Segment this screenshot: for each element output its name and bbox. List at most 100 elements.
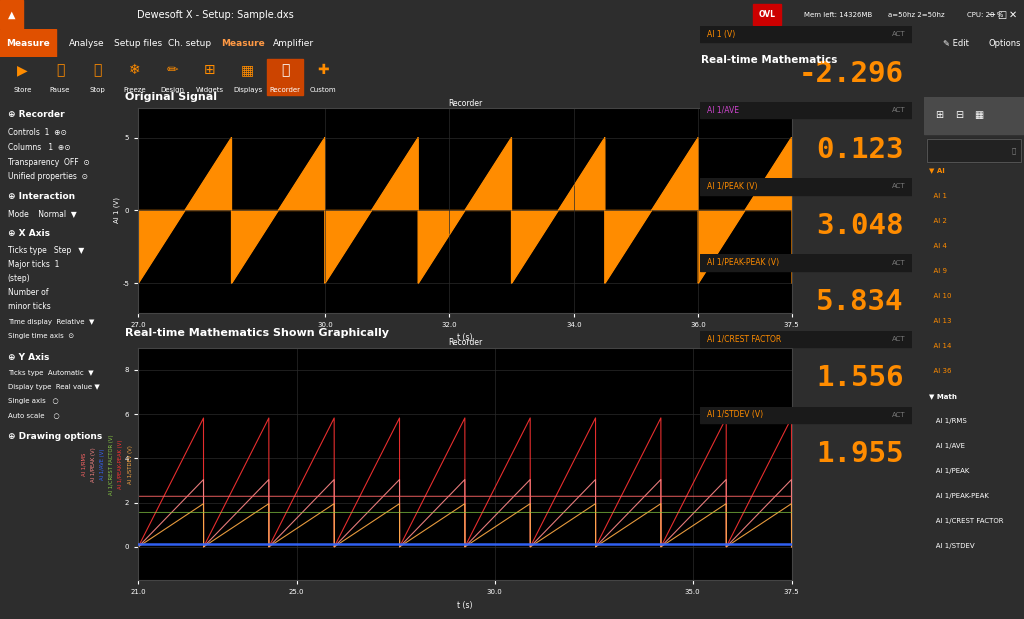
Text: Pause: Pause [50,87,71,93]
Bar [753,4,781,25]
Text: ACT: ACT [892,259,906,266]
Text: minor ticks: minor ticks [8,302,50,311]
Bar [700,26,912,42]
Text: ▲: ▲ [7,9,15,20]
Text: Custom: Custom [309,87,336,93]
Text: Dewesoft X - Setup: Sample.dxs: Dewesoft X - Setup: Sample.dxs [136,9,294,20]
Text: ⊞: ⊞ [935,110,943,121]
Text: Ch. setup: Ch. setup [168,38,211,48]
Text: ACT: ACT [892,412,906,418]
Text: AI 13: AI 13 [929,318,951,324]
Text: ACT: ACT [892,335,906,342]
Bar [700,331,912,347]
Text: 0.123: 0.123 [816,136,904,163]
Text: ✏: ✏ [167,63,178,77]
Text: 1.556: 1.556 [816,364,904,392]
Text: Stop: Stop [90,87,105,93]
Text: AI 1/AVE (V): AI 1/AVE (V) [100,449,104,480]
Bar [0,0,23,29]
Text: AI 1 (V): AI 1 (V) [707,30,735,38]
Bar [700,407,912,423]
Text: Mem left: 14326MB: Mem left: 14326MB [804,12,872,17]
Text: Real-time Mathematics Shown Graphically: Real-time Mathematics Shown Graphically [125,328,389,338]
Text: ⏹: ⏹ [93,63,101,77]
Text: Display type  Real value ▼: Display type Real value ▼ [8,384,99,390]
Text: AI 4: AI 4 [929,243,946,249]
Text: AI 1: AI 1 [929,193,946,199]
Text: AI 1/PEAK: AI 1/PEAK [929,468,969,474]
Text: Analyse: Analyse [70,38,104,48]
Text: Recorder: Recorder [269,87,301,93]
Text: ⏺: ⏺ [281,63,289,77]
Text: ⊕ Y Axis: ⊕ Y Axis [8,353,49,362]
Text: ⊕ Drawing options: ⊕ Drawing options [8,432,102,441]
Text: AI 1/CREST FACTOR: AI 1/CREST FACTOR [707,334,781,343]
Text: AI 1/PEAK (V): AI 1/PEAK (V) [91,447,95,482]
Text: 🔍: 🔍 [1012,147,1016,154]
Text: Single time axis  ⊙: Single time axis ⊙ [8,333,74,339]
Text: ✎ Edit: ✎ Edit [943,38,969,48]
Text: AI 14: AI 14 [929,343,951,349]
Text: Columns   1  ⊕⊙: Columns 1 ⊕⊙ [8,143,71,152]
Bar [924,97,1024,134]
Text: Widgets: Widgets [196,87,224,93]
Text: Major ticks  1: Major ticks 1 [8,260,59,269]
Text: AI 1/STDEV: AI 1/STDEV [929,543,974,549]
Text: ✕: ✕ [1009,9,1017,20]
Text: OVL: OVL [759,10,775,19]
Text: ⊕ X Axis: ⊕ X Axis [8,228,50,238]
Text: −: − [988,9,996,20]
Text: AI 10: AI 10 [929,293,951,299]
Text: AI 1/CREST FACTOR: AI 1/CREST FACTOR [929,518,1004,524]
Text: Transparency  OFF  ⊙: Transparency OFF ⊙ [8,158,89,167]
Text: 5.834: 5.834 [816,288,904,316]
Text: Setup files: Setup files [115,38,162,48]
Text: ⊕ Recorder: ⊕ Recorder [8,110,65,119]
Text: AI 1/STDEV (V): AI 1/STDEV (V) [128,445,132,483]
Text: Options: Options [988,38,1021,48]
Text: AI 1/CREST FACTOR (V): AI 1/CREST FACTOR (V) [110,434,114,495]
Text: AI 2: AI 2 [929,218,946,223]
Text: -2.296: -2.296 [799,59,904,87]
Text: 3.048: 3.048 [816,212,904,240]
Text: AI 36: AI 36 [929,368,951,374]
Text: (step): (step) [8,274,31,283]
Text: Unified properties  ⊙: Unified properties ⊙ [8,172,88,181]
Text: ▶: ▶ [17,63,28,77]
Text: a=50hz 2=50hz: a=50hz 2=50hz [888,12,944,17]
Text: 1.955: 1.955 [816,440,904,468]
Bar [927,139,1021,162]
Text: Store: Store [13,87,32,93]
Text: ACT: ACT [892,107,906,113]
Text: AI 9: AI 9 [929,268,946,274]
Text: ▦: ▦ [974,110,983,121]
Text: Design: Design [161,87,184,93]
Bar [700,254,912,271]
Text: ACT: ACT [892,31,906,37]
Y-axis label: AI 1 (V): AI 1 (V) [113,197,120,223]
Text: Displays: Displays [232,87,262,93]
Text: Measure: Measure [221,38,264,48]
X-axis label: t (s): t (s) [457,600,473,610]
Text: Single axis   ○: Single axis ○ [8,398,58,404]
Text: ▦: ▦ [241,63,254,77]
Text: AI 1/STDEV (V): AI 1/STDEV (V) [707,410,763,419]
Text: Real-time Mathematics: Real-time Mathematics [701,55,838,65]
Text: AI 1/RMS: AI 1/RMS [82,452,86,476]
Bar [266,59,303,95]
X-axis label: t (s): t (s) [457,333,473,342]
Bar [927,139,1021,162]
Text: ⊟: ⊟ [954,110,963,121]
Text: Mode    Normal  ▼: Mode Normal ▼ [8,209,77,219]
Text: ▼ AI: ▼ AI [929,168,944,173]
Text: ⏸: ⏸ [56,63,65,77]
Text: ▼ Math: ▼ Math [929,393,956,399]
Text: Freeze: Freeze [124,87,146,93]
Text: ⊕ Interaction: ⊕ Interaction [8,192,75,201]
Text: Amplifier: Amplifier [273,38,314,48]
Text: Number of: Number of [8,288,48,297]
Bar [0,29,56,57]
Text: Ticks type  Automatic  ▼: Ticks type Automatic ▼ [8,370,93,376]
Text: AI 1/PEAK (V): AI 1/PEAK (V) [707,182,758,191]
Title: Recorder: Recorder [447,338,482,347]
